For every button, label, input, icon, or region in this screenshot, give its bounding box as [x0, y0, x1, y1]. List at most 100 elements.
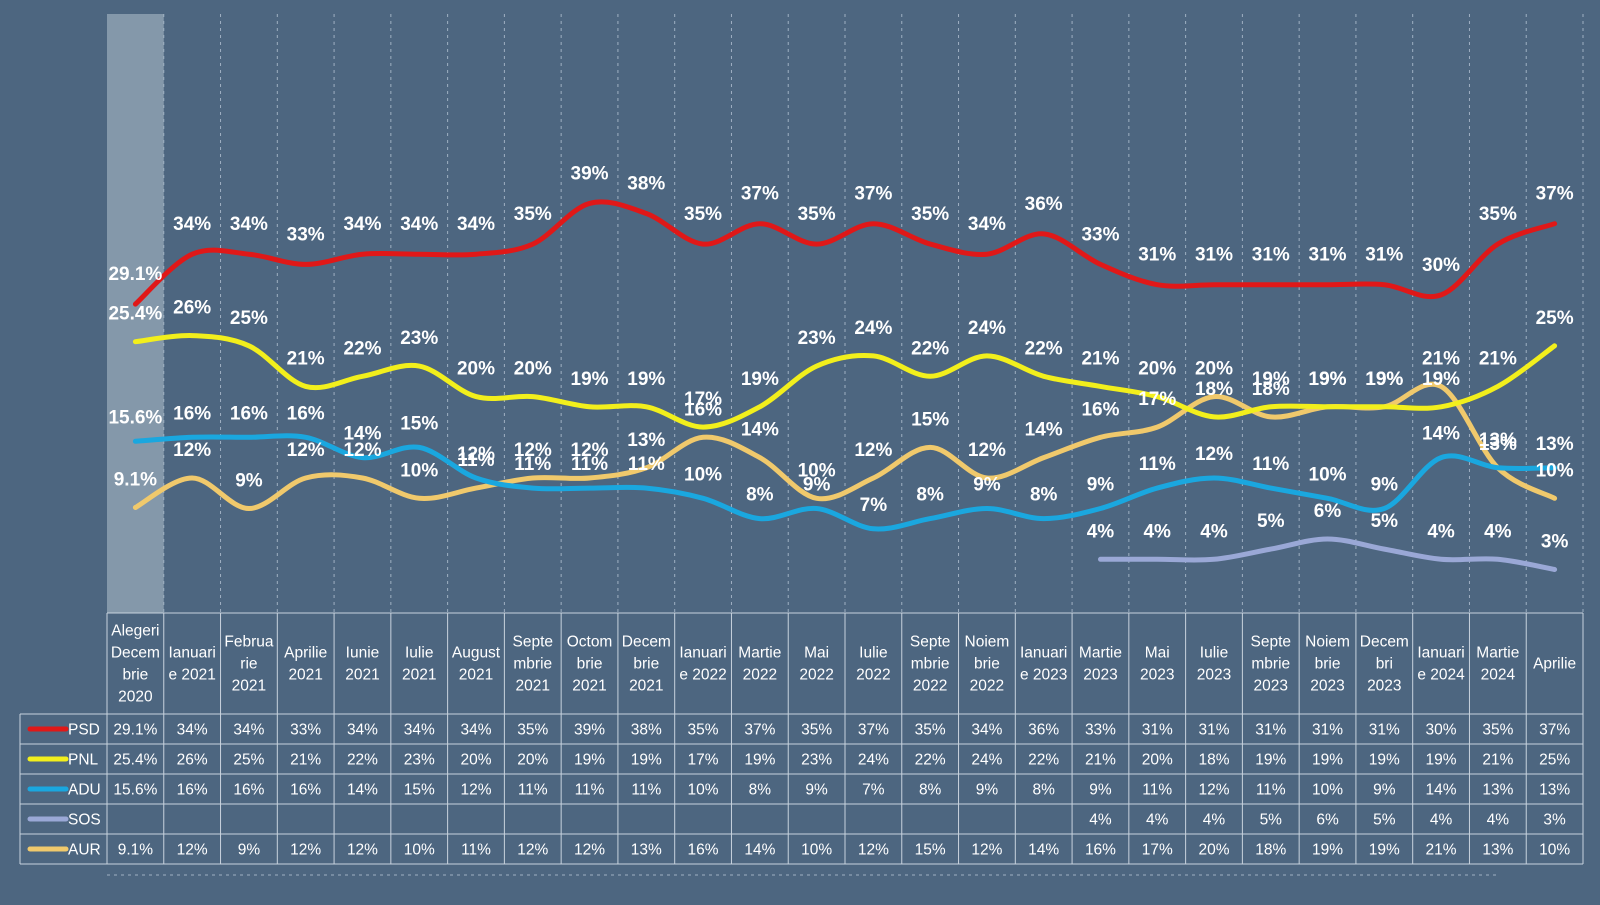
legend-label-pnl: PNL — [68, 752, 99, 769]
data-label-pnl: 18% — [1195, 379, 1233, 400]
table-cell-pnl: 19% — [631, 752, 662, 769]
table-cell-aur: 17% — [1142, 842, 1173, 859]
table-cell-adu: 11% — [1256, 782, 1286, 799]
table-cell-aur: 16% — [1085, 842, 1116, 859]
table-cell-adu: 8% — [1032, 782, 1055, 799]
category-label: Septe mbrie 2022 — [910, 634, 951, 695]
data-label-sos: 4% — [1087, 521, 1115, 542]
data-label-pnl: 20% — [1138, 359, 1176, 380]
table-cell-sos: 4% — [1089, 812, 1112, 829]
table-cell-psd: 31% — [1255, 722, 1286, 739]
table-cell-aur: 13% — [631, 842, 662, 859]
data-label-sos: 4% — [1484, 521, 1512, 542]
table-cell-adu: 16% — [177, 782, 208, 799]
category-label: Iulie 2022 — [856, 645, 890, 684]
data-label-aur: 16% — [684, 399, 722, 420]
table-cell-psd: 35% — [517, 722, 548, 739]
table-cell-adu: 16% — [233, 782, 264, 799]
data-label-psd: 31% — [1138, 245, 1176, 266]
data-label-psd: 34% — [968, 214, 1006, 235]
data-label-aur: 13% — [1479, 430, 1517, 451]
category-label: Ianuari e 2022 — [679, 645, 726, 684]
data-label-sos: 5% — [1257, 511, 1285, 532]
table-cell-psd: 29.1% — [113, 722, 157, 739]
table-cell-adu: 11% — [518, 782, 548, 799]
data-label-pnl: 22% — [343, 338, 381, 359]
data-label-pnl: 19% — [571, 369, 609, 390]
data-label-adu: 15% — [400, 413, 438, 434]
legend-label-aur: AUR — [68, 842, 101, 859]
category-label: Aprilie 2021 — [284, 645, 327, 684]
data-label-psd: 37% — [854, 184, 892, 205]
data-label-adu: 8% — [916, 485, 944, 506]
table-cell-aur: 10% — [404, 842, 435, 859]
table-cell-psd: 34% — [971, 722, 1002, 739]
data-label-aur: 13% — [627, 430, 665, 451]
data-label-aur: 11% — [458, 450, 495, 471]
data-label-pnl: 19% — [1422, 369, 1460, 390]
table-cell-aur: 16% — [688, 842, 719, 859]
category-label: Ianuari e 2024 — [1417, 645, 1465, 684]
data-label-aur: 12% — [854, 440, 892, 461]
data-label-pnl: 23% — [798, 328, 836, 349]
data-label-psd: 35% — [911, 204, 949, 225]
table-cell-aur: 12% — [347, 842, 378, 859]
data-label-adu: 10% — [684, 464, 722, 485]
series-line-sos — [1098, 536, 1558, 572]
table-cell-psd: 36% — [1028, 722, 1059, 739]
table-cell-adu: 13% — [1539, 782, 1570, 799]
data-label-adu: 8% — [746, 485, 774, 506]
data-label-aur: 10% — [798, 460, 836, 481]
table-cell-psd: 39% — [574, 722, 605, 739]
table-cell-sos: 5% — [1373, 812, 1396, 829]
data-label-adu: 16% — [287, 403, 325, 424]
table-cell-pnl: 24% — [971, 752, 1002, 769]
data-label-adu: 15.6% — [108, 407, 162, 428]
data-label-psd: 34% — [173, 214, 211, 235]
data-label-adu: 14% — [1422, 424, 1460, 445]
table-cell-psd: 35% — [688, 722, 719, 739]
table-cell-aur: 19% — [1369, 842, 1400, 859]
data-label-psd: 35% — [798, 204, 836, 225]
data-label-pnl: 22% — [911, 338, 949, 359]
series-line-psd — [132, 199, 1558, 307]
table-cell-aur: 12% — [177, 842, 208, 859]
table-cell-adu: 11% — [1142, 782, 1172, 799]
data-label-aur: 10% — [1536, 460, 1574, 481]
data-label-pnl: 19% — [1365, 369, 1403, 390]
table-cell-pnl: 22% — [915, 752, 946, 769]
table-cell-pnl: 21% — [290, 752, 321, 769]
legend-label-sos: SOS — [68, 812, 101, 829]
table-cell-pnl: 19% — [1426, 752, 1457, 769]
data-label-psd: 37% — [741, 184, 779, 205]
table-cell-adu: 14% — [1426, 782, 1457, 799]
legend-label-adu: ADU — [68, 782, 101, 799]
data-label-psd: 31% — [1195, 245, 1233, 266]
table-cell-sos: 4% — [1203, 812, 1226, 829]
table-cell-aur: 10% — [1539, 842, 1570, 859]
table-cell-aur: 12% — [858, 842, 889, 859]
table-cell-pnl: 25.4% — [113, 752, 157, 769]
data-label-psd: 38% — [627, 174, 665, 195]
table-cell-adu: 11% — [575, 782, 605, 799]
data-label-sos: 4% — [1200, 521, 1228, 542]
table-cell-pnl: 25% — [233, 752, 264, 769]
data-label-psd: 34% — [230, 214, 268, 235]
category-label: Aprilie — [1533, 656, 1576, 673]
category-label: Iulie 2023 — [1197, 645, 1231, 684]
category-label: Martie 2024 — [1476, 645, 1519, 684]
data-label-adu: 9% — [973, 474, 1001, 495]
data-label-adu: 7% — [860, 495, 888, 516]
data-label-aur: 12% — [287, 440, 325, 461]
table-cell-adu: 9% — [805, 782, 828, 799]
category-label: Octom brie 2021 — [567, 634, 613, 695]
table-cell-adu: 12% — [1198, 782, 1229, 799]
data-label-psd: 33% — [287, 224, 325, 245]
table-cell-aur: 12% — [290, 842, 321, 859]
data-label-pnl: 21% — [287, 348, 325, 369]
data-label-adu: 13% — [1536, 434, 1574, 455]
data-label-aur: 10% — [400, 460, 438, 481]
table-cell-psd: 35% — [801, 722, 832, 739]
table-cell-adu: 9% — [1373, 782, 1396, 799]
data-label-pnl: 23% — [400, 328, 438, 349]
